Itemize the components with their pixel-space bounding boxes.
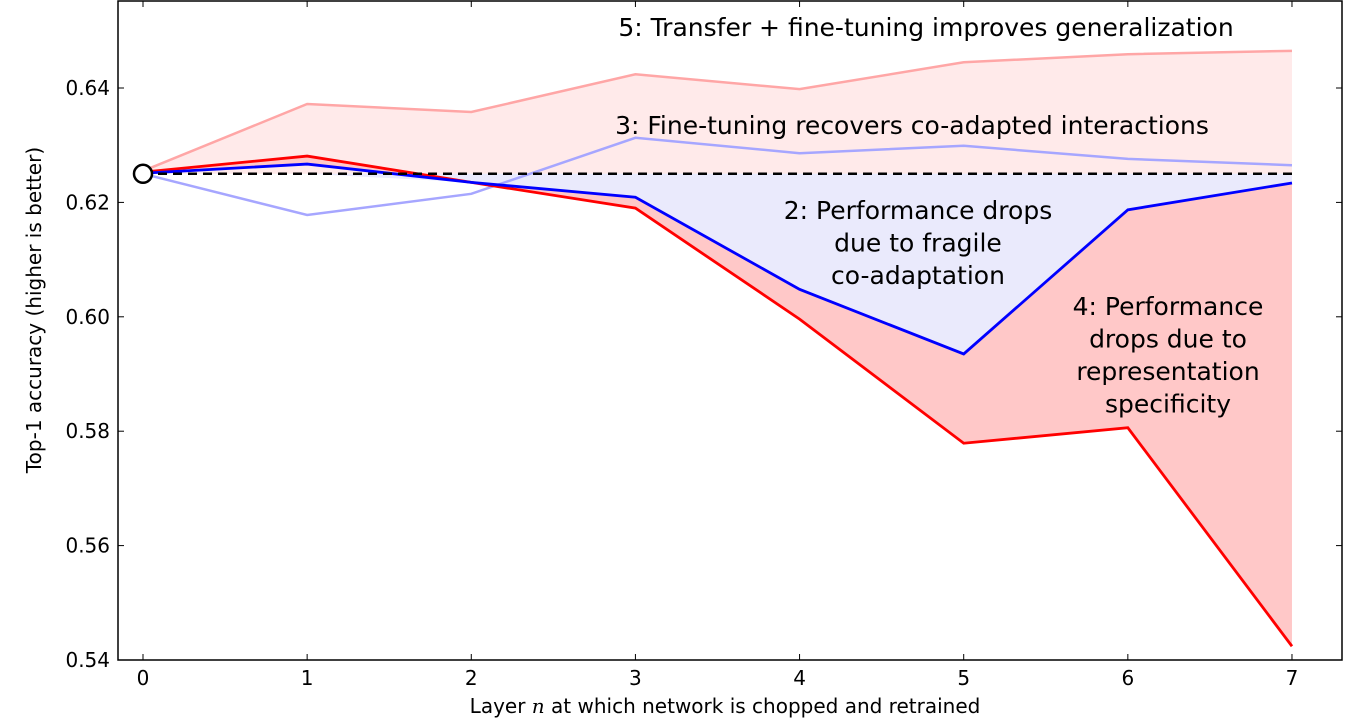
annotations: 5: Transfer + fine-tuning improves gener… — [615, 13, 1263, 419]
y-tick-label: 0.58 — [65, 419, 110, 443]
series-line-light-red — [142, 49, 1293, 173]
annotation-2-line: co-adaptation — [831, 261, 1005, 290]
series-line-red — [142, 154, 1294, 648]
fill-regions — [143, 50, 1292, 647]
x-axis-label: Layer n at which network is chopped and … — [470, 694, 981, 718]
annotation-4-line: specificity — [1105, 390, 1231, 419]
plot-frame — [117, 0, 1343, 661]
y-tick-label: 0.54 — [65, 648, 110, 672]
y-tick-label: 0.62 — [65, 190, 110, 214]
annotation-4-line: representation — [1076, 357, 1259, 386]
annotation-2-line: 2: Performance drops — [784, 196, 1052, 225]
x-tick-label: 2 — [465, 666, 478, 690]
x-tick-label: 6 — [1121, 666, 1134, 690]
x-tick-label: 4 — [793, 666, 806, 690]
series-line-blue — [142, 162, 1293, 356]
x-tick-label: 7 — [1286, 666, 1299, 690]
x-tick-label: 1 — [301, 666, 314, 690]
x-tick-label: 3 — [629, 666, 642, 690]
series-line-light-blue — [142, 136, 1293, 217]
x-tick-label: 5 — [957, 666, 970, 690]
y-axis-label: Top-1 accuracy (higher is better) — [22, 147, 46, 474]
baseline-marker — [132, 163, 154, 185]
y-tick-label: 0.56 — [65, 534, 110, 558]
annotation-3-line: 3: Fine-tuning recovers co-adapted inter… — [615, 111, 1209, 140]
annotation-4-line: drops due to — [1089, 325, 1247, 354]
annotation-2-line: due to fragile — [834, 229, 1002, 258]
x-tick-label: 0 — [137, 666, 150, 690]
fill-red-gap-region — [143, 156, 1292, 647]
axis-ticks: 0 1 2 3 4 5 6 7 0.54 0.56 0.58 0.60 0.62 0.64 — [65, 1, 1342, 690]
y-tick-label: 0.60 — [65, 305, 110, 329]
fill-blue-gap-region — [143, 173, 1292, 354]
annotation-4-line: 4: Performance — [1073, 292, 1264, 321]
series-lines — [132, 49, 1294, 648]
fill-upper-region — [143, 50, 1292, 174]
annotation-5-line: 5: Transfer + fine-tuning improves gener… — [618, 13, 1233, 42]
y-tick-label: 0.64 — [65, 76, 110, 100]
